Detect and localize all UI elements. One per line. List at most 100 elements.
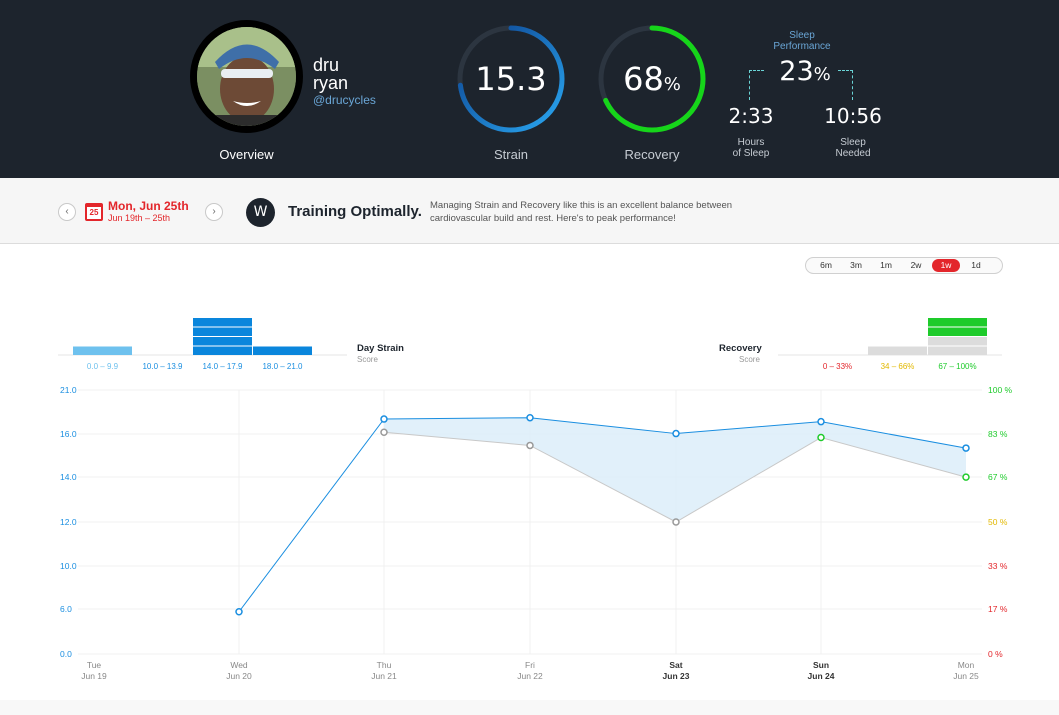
selected-date[interactable]: Mon, Jun 25th xyxy=(108,199,189,213)
recovery-label: Recovery xyxy=(624,147,680,162)
recovery-gauge[interactable]: 68% xyxy=(597,24,707,134)
y-axis-left-tick-label: 10.0 xyxy=(60,561,77,571)
sleep-performance-value: 23% xyxy=(770,56,840,87)
x-axis-day-label: Fri xyxy=(525,660,535,670)
x-axis-day-label: Sat xyxy=(669,660,682,670)
recovery-histogram-subtitle: Score xyxy=(739,355,760,364)
y-axis-right-tick-label: 100 % xyxy=(988,385,1013,395)
y-axis-left-tick-label: 12.0 xyxy=(60,517,77,527)
strain-recovery-chart: 21.0 16.0 14.0 12.0 10.0 6.0 0.0 100 % 83 % 67 % 5… xyxy=(60,385,1013,681)
strain-histogram-title: Day Strain xyxy=(357,343,404,354)
range-option-1d[interactable]: 1d xyxy=(971,260,981,270)
y-axis-left-tick-label: 0.0 xyxy=(60,649,72,659)
tab-overview[interactable]: Overview xyxy=(219,147,274,162)
strain-series-line xyxy=(238,417,967,613)
recovery-histogram-bar[interactable] xyxy=(928,327,987,337)
y-axis-right-tick-label: 33 % xyxy=(988,561,1008,571)
sleep-title-line1: Sleep xyxy=(789,30,815,41)
recovery-histogram-bin-label: 0 – 33% xyxy=(822,362,853,371)
strain-histogram-bar[interactable] xyxy=(193,346,252,356)
strain-histogram-bar[interactable] xyxy=(253,346,312,356)
recovery-unit: % xyxy=(663,74,681,95)
strain-point[interactable] xyxy=(962,444,970,452)
strain-point[interactable] xyxy=(235,608,243,616)
user-first-name: dru xyxy=(313,55,340,75)
summary-bar: ‹ 25 Mon, Jun 25th Jun 19th – 25th › W T… xyxy=(0,178,1059,244)
strain-point[interactable] xyxy=(526,413,534,422)
recovery-number: 68 xyxy=(623,60,664,98)
recovery-point[interactable] xyxy=(817,433,825,442)
range-option-1w[interactable]: 1w xyxy=(932,259,960,272)
chevron-right-icon[interactable]: › xyxy=(205,203,223,221)
y-axis-left-tick-label: 14.0 xyxy=(60,472,77,482)
recovery-histogram-bin-label: 34 – 66% xyxy=(880,362,915,371)
x-axis-day-label: Wed xyxy=(230,660,248,670)
sleep-hours-label-line2: of Sleep xyxy=(732,148,770,159)
sleep-needed-value: 10:56 xyxy=(824,104,882,128)
x-axis-day-label: Mon xyxy=(958,660,975,670)
avatar xyxy=(197,27,296,126)
sleep-title-line2: Performance xyxy=(773,41,831,52)
y-axis-left-tick-label: 16.0 xyxy=(60,429,77,439)
strain-histogram-bin-label: 14.0 – 17.9 xyxy=(202,362,243,371)
sleep-hours-value: 2:33 xyxy=(728,104,774,128)
user-handle[interactable]: @drucycles xyxy=(313,93,376,107)
x-axis-date-label: Jun 19 xyxy=(81,671,107,681)
x-axis-date-label: Jun 24 xyxy=(808,671,835,681)
strain-histogram-bar[interactable] xyxy=(193,327,252,337)
date-range: Jun 19th – 25th xyxy=(108,213,171,223)
footer-strip xyxy=(0,700,1059,715)
strain-point[interactable] xyxy=(380,415,388,423)
sleep-needed-label: Sleep Needed xyxy=(813,137,893,159)
status-title: Training Optimally. xyxy=(288,203,422,220)
recovery-ring xyxy=(598,25,706,133)
recovery-value: 68% xyxy=(597,60,707,98)
x-axis-date-label: Jun 23 xyxy=(663,671,690,681)
range-option-2w[interactable]: 2w xyxy=(910,260,922,270)
sleep-number: 23 xyxy=(779,56,814,87)
recovery-point[interactable] xyxy=(526,441,534,450)
status-description: Managing Strain and Recovery like this i… xyxy=(430,200,733,224)
strain-point[interactable] xyxy=(672,429,680,438)
strain-gauge[interactable]: 15.3 xyxy=(456,24,566,134)
range-option-3m[interactable]: 3m xyxy=(850,260,862,270)
sleep-title[interactable]: Sleep Performance xyxy=(760,30,844,52)
recovery-histogram-bar[interactable] xyxy=(928,346,987,356)
sleep-unit: % xyxy=(813,64,831,85)
x-axis-date-label: Jun 22 xyxy=(517,671,543,681)
recovery-point[interactable] xyxy=(380,428,388,436)
recovery-point[interactable] xyxy=(962,473,970,481)
strain-label: Strain xyxy=(494,147,528,162)
recovery-histogram-bar[interactable] xyxy=(868,346,927,356)
chevron-left-icon[interactable]: ‹ xyxy=(58,203,76,221)
calendar-icon[interactable]: 25 xyxy=(85,203,103,221)
strain-ring xyxy=(457,25,565,133)
sleep-hours-label: Hours of Sleep xyxy=(711,137,791,159)
strain-histogram-bin-label: 18.0 – 21.0 xyxy=(262,362,303,371)
y-axis-left-tick-label: 6.0 xyxy=(60,604,72,614)
strain-histogram-bar[interactable] xyxy=(73,346,132,356)
strain-histogram-bar[interactable] xyxy=(193,337,252,346)
whoop-logo-icon: W xyxy=(246,198,275,227)
x-axis-day-label: Thu xyxy=(377,660,392,670)
recovery-histogram-bin-label: 67 – 100% xyxy=(938,362,977,371)
y-axis-right-tick-label: 67 % xyxy=(988,472,1008,482)
strain-histogram-subtitle: Score xyxy=(357,355,378,364)
y-axis-right-tick-label: 50 % xyxy=(988,517,1008,527)
recovery-histogram-bar[interactable] xyxy=(928,337,987,346)
sleep-hours-label-line1: Hours xyxy=(737,137,765,148)
sleep-needed-label-line1: Sleep xyxy=(840,137,866,148)
recovery-point[interactable] xyxy=(672,518,680,526)
sleep-needed-label-line2: Needed xyxy=(835,148,871,159)
x-axis-day-label: Tue xyxy=(87,660,102,670)
strain-value: 15.3 xyxy=(475,60,547,98)
range-option-1m[interactable]: 1m xyxy=(880,260,892,270)
x-axis-date-label: Jun 25 xyxy=(953,671,979,681)
recovery-histogram-bar[interactable] xyxy=(928,318,987,327)
strain-histogram-bar[interactable] xyxy=(193,318,252,327)
x-axis-day-label: Sun xyxy=(813,660,829,670)
range-option-6m[interactable]: 6m xyxy=(820,260,832,270)
x-axis-date-label: Jun 20 xyxy=(226,671,252,681)
avatar-ring[interactable] xyxy=(190,20,303,133)
strain-point[interactable] xyxy=(817,417,825,426)
